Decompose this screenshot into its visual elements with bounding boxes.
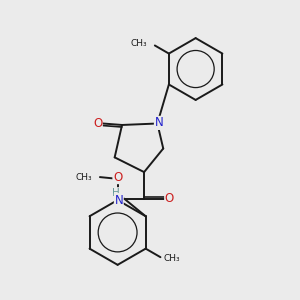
Text: O: O — [113, 171, 122, 184]
Text: N: N — [154, 116, 163, 129]
Text: O: O — [93, 117, 102, 130]
Text: CH₃: CH₃ — [131, 40, 148, 49]
Text: N: N — [114, 194, 123, 207]
Text: H: H — [112, 188, 120, 198]
Text: O: O — [165, 192, 174, 205]
Text: CH₃: CH₃ — [164, 254, 180, 263]
Text: CH₃: CH₃ — [76, 172, 93, 182]
